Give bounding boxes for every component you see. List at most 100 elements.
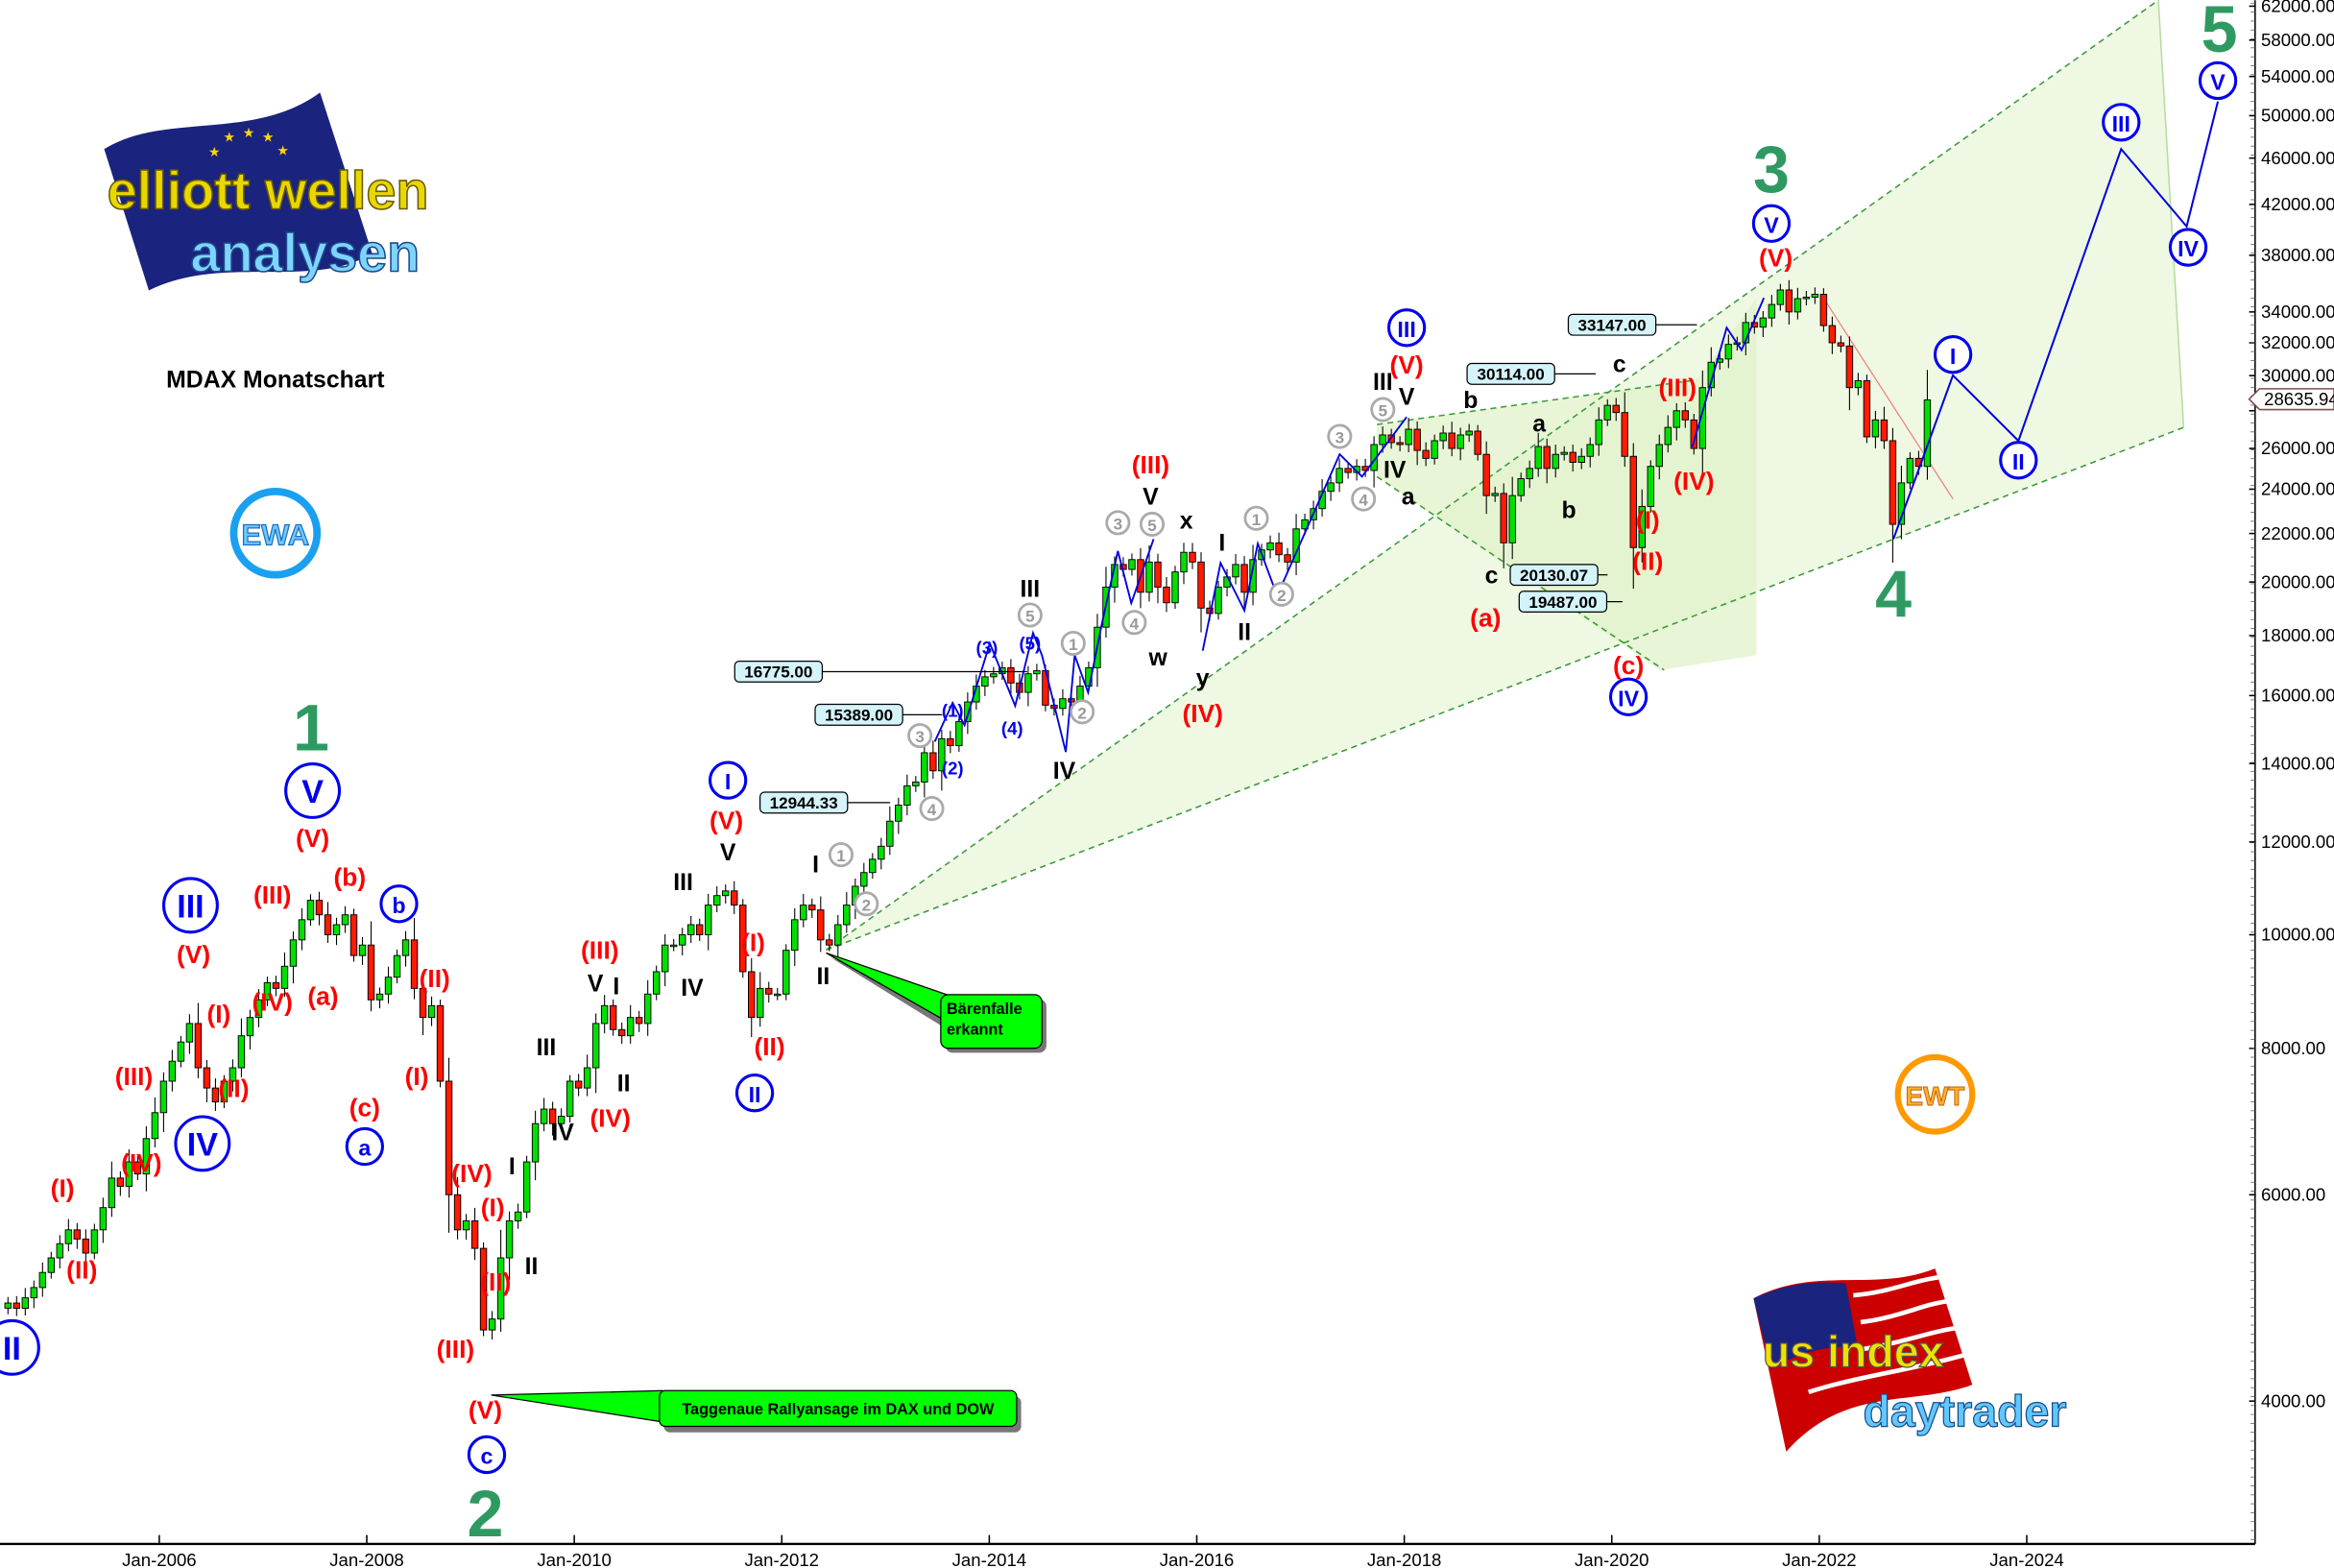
y-tick-label: 6000.00 — [2261, 1184, 2325, 1204]
candle-down — [1785, 289, 1793, 313]
candle — [246, 1009, 254, 1050]
wave-label-red: (V) — [296, 824, 329, 853]
channel-right-edge — [2157, 0, 2185, 428]
candle-up — [1465, 430, 1473, 436]
candle — [1621, 392, 1628, 468]
candle — [306, 894, 315, 927]
candle — [834, 914, 842, 958]
wave-label-black: c — [1613, 352, 1626, 378]
wave-label-red: (IV) — [451, 1159, 492, 1188]
candle — [643, 979, 652, 1036]
candle — [548, 1101, 557, 1136]
wave-label-blue-circle: II — [3, 1331, 21, 1367]
candle-up — [686, 924, 695, 935]
wave-label-black: a — [1402, 485, 1415, 511]
candle — [1266, 535, 1274, 559]
candle-up — [1249, 559, 1257, 593]
candle — [419, 979, 427, 1036]
candle-up — [757, 987, 764, 1019]
candle — [1405, 418, 1412, 453]
candle-up — [1776, 289, 1785, 305]
wave-label-black: b — [1463, 388, 1478, 414]
wave-label-red: (a) — [307, 981, 338, 1010]
wave-label-blue-circle: I — [725, 769, 731, 794]
candle-up — [1664, 426, 1672, 446]
candle — [531, 1110, 540, 1181]
wave-label-circle — [907, 723, 933, 749]
callout-baerenfalle: Bärenfalle erkannt — [826, 952, 1047, 1053]
candle-up — [90, 1229, 99, 1254]
x-tick-label: Jan-2020 — [1575, 1550, 1649, 1568]
x-tick-label: Jan-2018 — [1367, 1550, 1442, 1568]
candle — [748, 957, 756, 1038]
candle-up — [38, 1271, 47, 1289]
candle — [1396, 436, 1404, 451]
candle-up — [462, 1219, 470, 1231]
candle-up — [1327, 482, 1335, 493]
candle — [324, 902, 332, 943]
candle-up — [782, 950, 790, 995]
candle-up — [401, 939, 410, 956]
candle — [583, 1054, 591, 1097]
candle-up — [626, 1017, 635, 1037]
wave-label-circle — [1060, 630, 1086, 657]
candle-up — [220, 1080, 229, 1103]
wave-path-past — [933, 539, 1155, 753]
candle-up — [151, 1112, 159, 1140]
candle — [341, 905, 349, 933]
candle-down — [1413, 428, 1421, 451]
inner-lower-line — [1376, 475, 1665, 671]
candle-up — [1560, 451, 1568, 455]
y-tick-label: 58000.00 — [2261, 30, 2334, 50]
candle-up — [56, 1242, 64, 1259]
y-tick-label: 20000.00 — [2261, 571, 2334, 591]
candle — [990, 666, 998, 684]
channel-lower-line — [826, 426, 2184, 952]
candle-up — [652, 971, 661, 995]
wave-label-gray-circle: 3 — [1335, 429, 1344, 447]
candle-up — [1655, 444, 1664, 468]
candle-down — [367, 944, 375, 1001]
wave-label-blue-circle: II — [749, 1082, 761, 1107]
candle — [410, 918, 419, 1000]
candle — [1431, 434, 1438, 465]
candle — [1007, 659, 1015, 694]
wave-label-black: III — [537, 1035, 557, 1061]
candle-up — [1517, 478, 1525, 496]
wave-label-circle — [1105, 510, 1131, 536]
candle — [1275, 532, 1283, 563]
logo-bottom-line2: daytrader — [1864, 1386, 2067, 1435]
candle — [47, 1251, 56, 1279]
logo-top-line1: elliott wellen — [108, 159, 429, 220]
candle — [1059, 688, 1067, 716]
candle — [453, 1176, 462, 1240]
wave-label-red: (b) — [334, 862, 367, 891]
candle — [782, 944, 790, 1001]
candle — [82, 1229, 90, 1263]
candle-down — [765, 987, 773, 995]
wave-label-red: (I) — [1636, 505, 1660, 534]
candle-down — [133, 1161, 142, 1175]
candle — [1552, 445, 1559, 478]
wave-label-gray-circle: 5 — [1379, 402, 1387, 421]
candle-up — [1128, 559, 1136, 570]
candle-down — [1189, 551, 1196, 563]
candle-down — [748, 971, 756, 1019]
candle-up — [1672, 410, 1681, 428]
wave-label-black: V — [720, 840, 736, 866]
candle — [1845, 336, 1854, 411]
candle-up — [669, 944, 678, 948]
candle-up — [246, 1017, 254, 1037]
candle-down — [116, 1177, 125, 1187]
wave-label-gray-circle: 1 — [836, 847, 845, 865]
candle — [1819, 288, 1828, 332]
wave-label-black: w — [1148, 645, 1168, 671]
wave-label-black: II — [1238, 620, 1251, 646]
wave-label-circle — [708, 760, 748, 800]
candle-up — [1266, 542, 1274, 551]
candle-down — [419, 987, 427, 1019]
projection-path — [1892, 101, 2220, 540]
candle-up — [1647, 466, 1654, 507]
wave-label-blue: (2) — [942, 759, 964, 779]
wave-label-blue-circle: V — [1764, 212, 1779, 237]
